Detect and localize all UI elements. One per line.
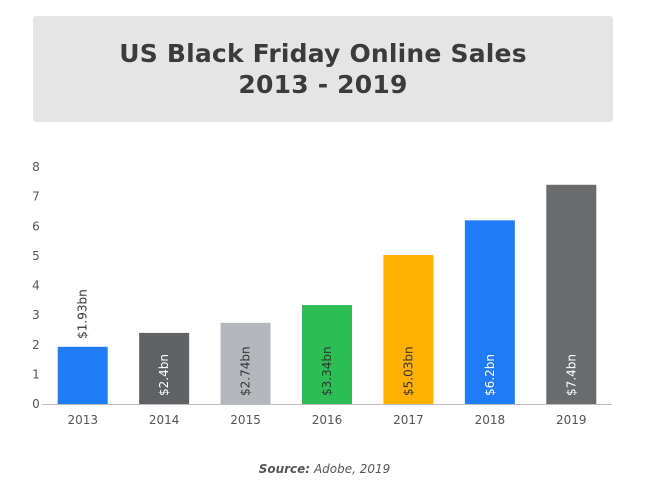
x-tick-label: 2016 <box>312 413 343 427</box>
bar <box>464 220 515 404</box>
x-tick-label: 2014 <box>149 413 180 427</box>
x-tick-label: 2018 <box>475 413 506 427</box>
y-tick-label: 0 <box>32 397 40 411</box>
y-tick-label: 1 <box>32 367 40 381</box>
y-tick-label: 4 <box>32 279 40 293</box>
chart-title-box: US Black Friday Online Sales 2013 - 2019 <box>33 16 613 122</box>
bar-data-label: $5.03bn <box>401 346 415 396</box>
y-tick-label: 3 <box>32 308 40 322</box>
bar-data-label: $1.93bn <box>76 289 90 339</box>
x-tick-label: 2017 <box>393 413 424 427</box>
y-tick-label: 8 <box>32 160 40 174</box>
bar-data-label: $7.4bn <box>564 354 578 396</box>
source-label: Source: <box>258 462 311 476</box>
bar <box>546 184 597 404</box>
y-tick-label: 5 <box>32 249 40 263</box>
y-tick-label: 6 <box>32 219 40 233</box>
bar-data-label: $6.2bn <box>483 354 497 396</box>
bar <box>302 305 352 404</box>
bar <box>139 332 190 404</box>
chart-title-line-2: 2013 - 2019 <box>238 70 408 99</box>
chart-title-line-1: US Black Friday Online Sales <box>119 39 527 68</box>
bar <box>383 254 434 404</box>
y-tick-label: 7 <box>32 190 40 204</box>
bar <box>57 346 108 404</box>
bar-data-label: $3.34bn <box>320 346 334 396</box>
x-tick-label: 2019 <box>556 413 587 427</box>
source-note: Source: Adobe, 2019 <box>0 462 649 476</box>
y-tick-label: 2 <box>32 338 40 352</box>
bar <box>220 322 271 404</box>
x-tick-label: 2013 <box>67 413 98 427</box>
x-tick-label: 2015 <box>230 413 261 427</box>
bar-data-label: $2.4bn <box>157 354 171 396</box>
source-text: Adobe, 2019 <box>313 462 391 476</box>
bar-data-label: $2.74bn <box>239 346 253 396</box>
